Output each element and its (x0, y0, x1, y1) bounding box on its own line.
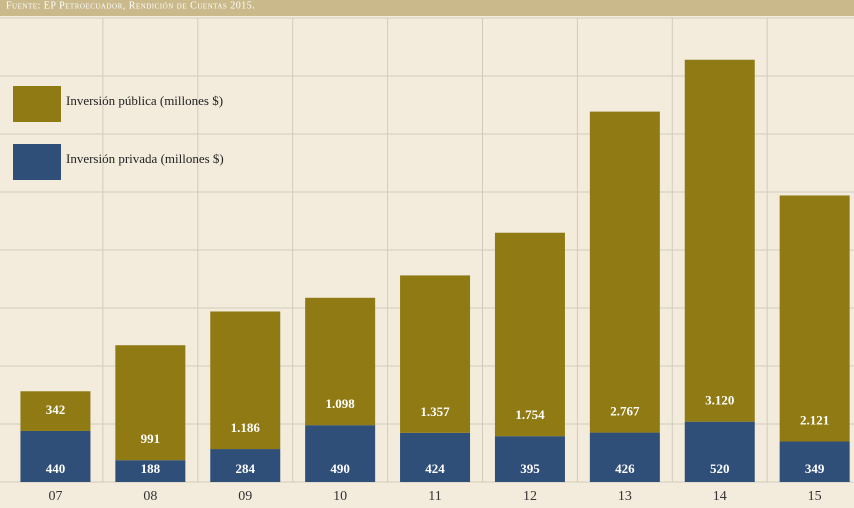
data-label: 520 (710, 461, 730, 476)
legend-label: Inversión privada (millones $) (66, 151, 224, 166)
bar-segment (779, 195, 850, 442)
data-label: 2.767 (610, 404, 640, 419)
data-label: 1.186 (231, 420, 261, 435)
x-tick-label: 12 (523, 489, 537, 504)
bar-segment (210, 449, 281, 482)
x-tick-label: 11 (428, 489, 441, 504)
bar-segment (20, 430, 91, 482)
data-label: 424 (425, 461, 445, 476)
data-label: 2.121 (800, 413, 829, 428)
bar-segment (684, 59, 755, 422)
bar-segment (115, 345, 186, 461)
bar-segment (20, 391, 91, 431)
x-tick-label: 09 (238, 489, 252, 504)
data-label: 490 (330, 461, 350, 476)
bar-segment (494, 232, 565, 437)
data-label: 3.120 (705, 393, 734, 408)
data-label: 395 (520, 461, 540, 476)
bar-segment (779, 441, 850, 482)
legend-label: Inversión pública (millones $) (66, 93, 223, 108)
data-label: 342 (46, 402, 66, 417)
data-label: 188 (141, 461, 161, 476)
data-label: 426 (615, 461, 635, 476)
legend-swatch (13, 86, 61, 122)
legend-swatch (13, 144, 61, 180)
header-bar (0, 0, 854, 16)
data-label: 1.754 (515, 407, 545, 422)
bar-segment (305, 425, 376, 482)
bar-segment (400, 432, 471, 482)
data-label: 349 (805, 461, 825, 476)
bar-segment (494, 436, 565, 482)
bar-segment (684, 421, 755, 482)
source-note: Fuente: EP Petroecuador, Rendición de Cu… (6, 0, 255, 11)
data-label: 991 (141, 431, 161, 446)
x-tick-label: 14 (713, 489, 727, 504)
data-label: 440 (46, 461, 66, 476)
bar-segment (210, 311, 281, 450)
data-label: 284 (236, 461, 256, 476)
bar-segment (589, 111, 660, 433)
data-label: 1.098 (326, 396, 356, 411)
bar-segment (115, 460, 186, 482)
x-tick-label: 10 (333, 489, 347, 504)
data-label: 1.357 (420, 404, 450, 419)
bar-segment (305, 297, 376, 426)
bar-segment (589, 432, 660, 482)
x-tick-label: 13 (618, 489, 632, 504)
bar-segment (400, 275, 471, 433)
x-tick-label: 08 (143, 489, 157, 504)
x-tick-label: 15 (808, 489, 822, 504)
x-tick-label: 07 (48, 489, 62, 504)
